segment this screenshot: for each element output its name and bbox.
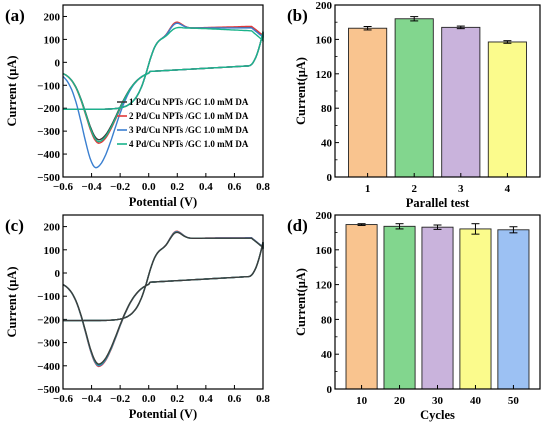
x-tick-label: −0.4 xyxy=(82,181,103,193)
x-axis-label: Parallel test xyxy=(406,196,470,210)
panel-label: (a) xyxy=(5,6,25,25)
y-tick-label: 0 xyxy=(327,172,333,184)
x-tick-label: 0.0 xyxy=(142,393,156,405)
x-axis-label: Potential (V) xyxy=(129,407,197,421)
panel-b-bar-chart: 0 40 80 120 160 200 1 2 3 4 Parallel test Current(μ… xyxy=(287,0,541,210)
x-tick-label: 0.6 xyxy=(228,393,242,405)
x-tick-label: 0.8 xyxy=(256,393,270,405)
y-tick-label: −400 xyxy=(37,149,60,161)
cv-curve-1 xyxy=(62,230,264,368)
legend-entry: 1 Pd/Cu NPTs /GC 1.0 mM DA xyxy=(129,97,249,107)
y-tick-label: 100 xyxy=(44,245,61,257)
y-tick-label: 200 xyxy=(316,210,333,222)
panel-c-cv-chart: −0.6 −0.4 −0.2 0.0 0.2 0.4 0.6 0.8 −500 −400 −300 −… xyxy=(5,214,270,421)
y-tick-label: 200 xyxy=(44,11,61,23)
bar-4 xyxy=(487,41,527,178)
x-tick-label: 20 xyxy=(394,395,406,407)
y-tick-label: 160 xyxy=(316,34,333,46)
x-tick-label: −0.6 xyxy=(53,393,74,405)
y-tick-label: −300 xyxy=(37,338,60,350)
legend-entry: 2 Pd/Cu NPTs /GC 1.0 mM DA xyxy=(129,111,249,121)
y-tick-label: −400 xyxy=(37,361,60,373)
y-tick-label: −100 xyxy=(37,80,60,92)
y-tick-label: 0 xyxy=(55,268,61,280)
y-tick-label: 40 xyxy=(321,138,333,150)
y-tick-label: −200 xyxy=(37,103,60,115)
x-tick-label: 0.4 xyxy=(199,181,213,193)
plot-frame xyxy=(62,214,264,390)
y-tick-label: 0 xyxy=(55,57,61,69)
y-axis-label: Current (μA) xyxy=(5,55,19,126)
y-tick-label: 80 xyxy=(321,314,333,326)
y-tick-label: 100 xyxy=(44,34,61,46)
x-tick-label: −0.2 xyxy=(110,393,131,405)
x-tick-label: 50 xyxy=(508,395,520,407)
y-tick-label: −100 xyxy=(37,291,60,303)
legend-entry: 3 Pd/Cu NPTs /GC 1.0 mM DA xyxy=(129,125,249,135)
x-tick-label: 4 xyxy=(505,183,511,195)
panel-label: (c) xyxy=(5,216,24,235)
panel-a-cv-chart: −0.6 −0.4 −0.2 0.0 0.2 0.4 0.6 0.8 −500 −400 −300 −… xyxy=(5,4,270,209)
y-axis-label: Current(μA) xyxy=(294,268,308,336)
bar-40 xyxy=(459,228,492,390)
x-tick-label: 0.6 xyxy=(228,181,242,193)
x-tick-label: 1 xyxy=(365,183,371,195)
legend-entry: 4 Pd/Cu NPTs /GC 1.0 mM DA xyxy=(129,139,249,149)
cv-curve-4 xyxy=(62,231,264,365)
y-tick-label: 160 xyxy=(316,245,333,257)
panel-label: (b) xyxy=(287,6,308,25)
x-tick-label: −0.6 xyxy=(53,181,74,193)
panel-d-bar-chart: 0 40 80 120 160 200 10 20 30 40 50 Cycles Current(μA… xyxy=(287,210,541,422)
x-tick-label: 0.8 xyxy=(256,181,270,193)
x-tick-label: −0.2 xyxy=(110,181,131,193)
x-tick-label: 0.4 xyxy=(199,393,213,405)
cv-curve-3 xyxy=(62,231,264,366)
x-tick-label: 2 xyxy=(411,183,417,195)
bar-30 xyxy=(421,226,454,390)
y-tick-label: −500 xyxy=(37,384,60,396)
cv-curve-1 xyxy=(62,22,264,141)
x-tick-label: −0.4 xyxy=(82,393,103,405)
bar-20 xyxy=(383,225,416,390)
cv-curve-2 xyxy=(62,230,264,367)
plot-frame xyxy=(334,214,541,390)
bar-50 xyxy=(497,229,530,390)
y-tick-label: −500 xyxy=(37,172,60,184)
y-axis-label: Current (μA) xyxy=(5,266,19,337)
x-tick-label: 30 xyxy=(432,395,444,407)
bar-2 xyxy=(394,18,434,178)
bar-3 xyxy=(441,26,481,178)
y-tick-label: 200 xyxy=(44,222,61,234)
y-axis-label: Current(μA) xyxy=(294,57,308,125)
y-tick-label: 120 xyxy=(316,280,333,292)
x-tick-label: 0.2 xyxy=(170,181,184,193)
y-tick-label: 120 xyxy=(316,69,333,81)
plot-frame xyxy=(334,4,541,178)
plot-frame xyxy=(62,4,264,178)
bar-10 xyxy=(345,224,378,390)
y-tick-label: 0 xyxy=(327,384,333,396)
x-axis-label: Cycles xyxy=(420,408,455,422)
x-tick-label: 0.2 xyxy=(170,393,184,405)
y-tick-label: −200 xyxy=(37,314,60,326)
x-tick-label: 0.0 xyxy=(142,181,156,193)
x-tick-label: 3 xyxy=(458,183,464,195)
y-tick-label: 80 xyxy=(321,103,333,115)
x-axis-label: Potential (V) xyxy=(129,195,197,209)
y-tick-label: −300 xyxy=(37,126,60,138)
x-tick-label: 40 xyxy=(470,395,482,407)
y-tick-label: 40 xyxy=(321,349,333,361)
bar-1 xyxy=(348,27,388,178)
y-tick-label: 200 xyxy=(316,0,333,12)
panel-label: (d) xyxy=(287,216,308,235)
x-tick-label: 10 xyxy=(356,395,368,407)
